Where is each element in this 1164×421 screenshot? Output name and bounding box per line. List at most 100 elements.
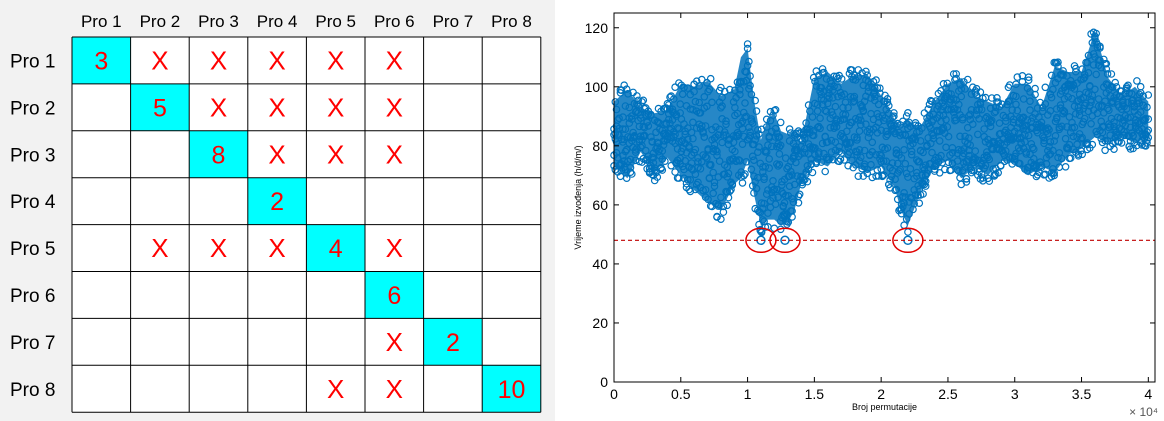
matrix-diagonal-value: 6 xyxy=(387,282,401,310)
matrix-conflict-mark: X xyxy=(386,327,403,357)
matrix-conflict-mark: X xyxy=(386,233,403,263)
matrix-row-header: Pro 5 xyxy=(10,239,55,260)
scatter-point xyxy=(962,178,971,186)
scatter-point xyxy=(808,168,817,177)
scatter-point xyxy=(993,94,1001,102)
scatter-point xyxy=(1101,146,1109,155)
scatter-point xyxy=(904,109,912,117)
matrix-conflict-mark: X xyxy=(268,233,285,263)
matrix-conflict-mark: X xyxy=(268,45,285,75)
minimum-point xyxy=(780,235,790,246)
matrix-conflict-mark: X xyxy=(151,45,168,75)
scatter-point xyxy=(675,174,683,182)
matrix-row-header: Pro 1 xyxy=(10,51,55,72)
scatter-point xyxy=(844,161,852,170)
scatter-point xyxy=(620,81,629,90)
x-tick-label: 0 xyxy=(610,386,618,402)
scatter-point xyxy=(803,177,812,186)
scatter-point xyxy=(837,75,846,83)
matrix-conflict-mark: X xyxy=(327,139,344,169)
x-axis-exponent: × 10⁴ xyxy=(1129,405,1158,419)
matrix-column-header: Pro 7 xyxy=(433,12,474,31)
scatter-point xyxy=(976,88,985,96)
x-tick-label: 3.5 xyxy=(1072,386,1092,402)
matrix-diagonal-cell xyxy=(306,224,365,272)
scatter-point xyxy=(1107,70,1116,78)
scatter-point xyxy=(935,169,944,177)
scatter-point xyxy=(723,201,732,210)
scatter-point xyxy=(994,98,1003,107)
matrix-row-header: Pro 6 xyxy=(10,286,55,307)
scatter-band-core xyxy=(614,30,1149,226)
x-tick-label: 1 xyxy=(744,386,752,402)
matrix-row-header: Pro 7 xyxy=(10,333,55,354)
scatter-point xyxy=(876,84,884,93)
plot-area xyxy=(614,13,1155,382)
scatter-point xyxy=(1088,140,1097,149)
y-axis-label: Vrijeme izvođenja (h/d/m/) xyxy=(573,145,583,249)
permutation-scatter-chart: 0 20 40 60 80 100 120 0 0.5 1 1.5 2 2.5 3 3.5 4 Broj per… xyxy=(573,12,1158,419)
matrix-diagonal-cell xyxy=(130,83,190,131)
matrix-column-header: Pro 6 xyxy=(374,12,415,31)
scatter-point xyxy=(719,208,728,216)
matrix-row-header: Pro 3 xyxy=(10,145,55,166)
scatter-point xyxy=(638,98,646,106)
matrix-conflict-mark: X xyxy=(210,92,227,122)
x-tick-label: 3 xyxy=(1011,386,1019,402)
plot-frame xyxy=(613,12,1156,383)
scatter-point xyxy=(987,94,996,102)
scatter-point xyxy=(657,164,665,173)
matrix-conflict-mark: X xyxy=(210,233,227,263)
scatter-point xyxy=(1066,154,1075,162)
constraint-matrix-panel: Pro 1 Pro 2 Pro 3 Pro 4 Pro 5 Pro 6 Pro 7 Pro 8… xyxy=(0,0,555,421)
matrix-diagonal-cell xyxy=(482,365,541,413)
scatter-point xyxy=(717,215,725,224)
matrix-conflict-mark: X xyxy=(386,45,403,75)
matrix-conflict-mark: X xyxy=(386,139,403,169)
y-tick-label: 120 xyxy=(585,20,609,36)
scatter-point xyxy=(1133,77,1141,85)
matrix-row-header: Pro 4 xyxy=(10,192,56,213)
matrix-diagonal-value: 2 xyxy=(270,188,284,216)
y-tick-label: 0 xyxy=(600,374,608,390)
scatter-point xyxy=(1013,73,1022,81)
matrix-conflict-mark: X xyxy=(327,45,344,75)
matrix-column-header: Pro 4 xyxy=(257,12,298,31)
x-tick-label: 1.5 xyxy=(805,386,825,402)
permutation-chart-panel: 0 20 40 60 80 100 120 0 0.5 1 1.5 2 2.5 3 3.5 4 Broj per… xyxy=(565,0,1164,421)
scatter-point xyxy=(785,125,794,133)
matrix-diagonal-value: 8 xyxy=(212,141,226,169)
y-tick-label: 60 xyxy=(592,197,608,213)
scatter-point xyxy=(1054,58,1062,67)
scatter-point xyxy=(963,75,972,84)
matrix-column-header: Pro 3 xyxy=(198,12,239,31)
scatter-point xyxy=(854,172,863,181)
matrix-diagonal-cell xyxy=(189,130,248,178)
scatter-point xyxy=(979,174,987,182)
scatter-point xyxy=(952,70,961,78)
matrix-diagonal-cell xyxy=(247,177,307,225)
matrix-conflict-mark: X xyxy=(327,374,344,404)
y-tick-label: 80 xyxy=(592,138,608,154)
x-axis-label: Broj permutacije xyxy=(852,402,917,412)
scatter-point xyxy=(1024,73,1033,82)
scatter-point xyxy=(1110,145,1118,154)
y-tick-label: 20 xyxy=(592,315,608,331)
scatter-point xyxy=(658,166,667,174)
matrix-conflict-mark: X xyxy=(210,45,227,75)
matrix-conflict-mark: X xyxy=(268,139,285,169)
matrix-diagonal-value: 3 xyxy=(94,47,108,75)
scatter-point xyxy=(862,67,870,76)
matrix-column-header: Pro 8 xyxy=(491,12,532,31)
scatter-point xyxy=(919,190,927,198)
matrix-diagonal-value: 10 xyxy=(498,376,526,404)
scatter-point xyxy=(994,169,1003,177)
matrix-conflict-mark: X xyxy=(386,374,403,404)
scatter-point xyxy=(1143,139,1151,147)
scatter-point xyxy=(883,95,892,103)
scatter-point xyxy=(1111,78,1120,87)
x-tick-label: 2 xyxy=(877,386,885,402)
scatter-point xyxy=(1024,76,1033,85)
scatter-point xyxy=(633,92,641,100)
scatter-point xyxy=(675,79,683,87)
